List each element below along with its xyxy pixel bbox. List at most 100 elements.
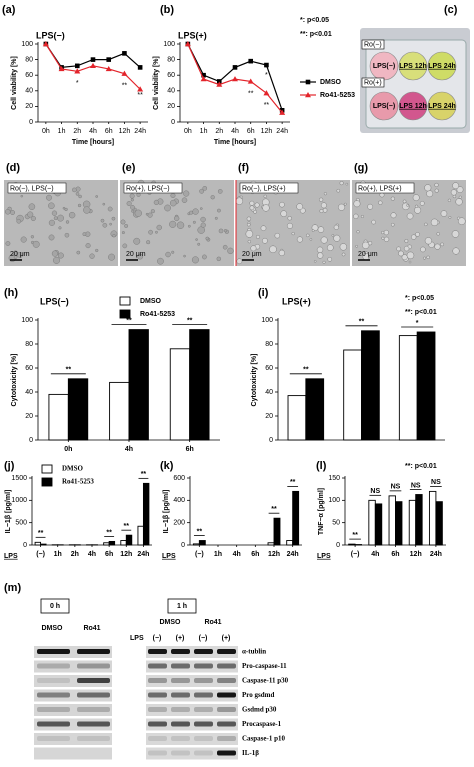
label-box (355, 182, 415, 194)
bar (128, 329, 149, 441)
cell (451, 230, 460, 238)
cell (339, 243, 347, 251)
bar (273, 517, 281, 546)
cell (381, 236, 385, 240)
cell (280, 210, 288, 217)
cell (146, 240, 151, 245)
y-tick-label: 100 (328, 497, 340, 504)
cell (313, 260, 317, 263)
lps-label: LPS (130, 635, 144, 642)
cell (415, 231, 420, 237)
band (77, 678, 110, 683)
cell (406, 203, 410, 207)
panel-label: (j) (4, 460, 15, 472)
cell (46, 194, 52, 201)
marker (216, 81, 223, 87)
group-label: Ro41 (83, 625, 100, 632)
cell (133, 207, 137, 211)
cell (426, 190, 434, 198)
bar (103, 542, 110, 546)
marker (279, 109, 286, 115)
cell (62, 206, 66, 210)
cell (192, 220, 196, 224)
y-tick-label: 0 (269, 437, 273, 444)
cell (153, 199, 159, 206)
x-axis-label: Time [hours] (214, 139, 256, 146)
y-tick-label: 100 (163, 41, 175, 48)
chart-title: LPS(+) (178, 30, 207, 40)
well-label: LPS(−) (373, 63, 395, 70)
band (37, 736, 70, 741)
p-value-note: *: p<0.05 (300, 17, 329, 24)
y-tick-label: 0 (23, 542, 27, 549)
band (171, 721, 190, 727)
cell (64, 207, 68, 212)
cell (247, 221, 251, 224)
cell (133, 237, 141, 245)
marker (216, 79, 222, 84)
cell (247, 239, 251, 244)
y-tick-label: 0 (29, 119, 33, 126)
significance: ** (248, 90, 254, 97)
y-tick-label: 80 (25, 341, 33, 348)
cell (403, 245, 410, 252)
marker (305, 79, 311, 85)
p-value-note: **: p<0.01 (405, 309, 437, 316)
x-tick-label: 24h (137, 551, 149, 558)
y-tick-label: 40 (265, 389, 273, 396)
y-tick-label: 80 (265, 341, 273, 348)
cell (169, 199, 177, 207)
cell (111, 216, 116, 221)
cell (201, 254, 207, 260)
cell (156, 224, 162, 231)
blot-strip (146, 646, 238, 658)
cell (78, 194, 82, 199)
cell (341, 252, 346, 257)
bar (343, 349, 362, 441)
y-tick-label: 40 (25, 88, 33, 95)
band (77, 663, 110, 669)
cell (390, 222, 395, 227)
cell (317, 226, 325, 233)
band (194, 649, 213, 654)
cell (72, 187, 77, 193)
cell (278, 249, 285, 257)
cell (309, 238, 313, 241)
cell (411, 234, 417, 240)
cell (420, 246, 426, 253)
cell (390, 196, 395, 201)
band (37, 721, 70, 727)
cell (396, 246, 401, 252)
legend-swatch (41, 477, 53, 487)
cell (345, 182, 349, 186)
bar (137, 525, 144, 546)
bar (395, 501, 403, 546)
cell (148, 229, 153, 235)
cell (408, 260, 412, 264)
band (194, 692, 213, 698)
cell (27, 211, 34, 218)
bar (142, 482, 150, 546)
lps-state: (−) (199, 635, 208, 642)
band (217, 649, 236, 654)
y-tick-label: 20 (167, 103, 175, 110)
cell (253, 209, 257, 214)
p-value-note: *: p<0.05 (405, 295, 434, 302)
marker (74, 68, 81, 74)
significance: ** (264, 102, 270, 109)
x-tick-label: 12h (268, 551, 280, 558)
row-label: α-tublin (242, 648, 266, 656)
cell (109, 222, 112, 226)
panel-label: (f) (238, 162, 249, 174)
bar (398, 335, 418, 441)
band (77, 692, 110, 698)
cell (255, 234, 260, 239)
band (148, 721, 167, 727)
marker (248, 58, 254, 64)
cell (164, 204, 171, 212)
cell (112, 234, 116, 238)
marker (264, 62, 269, 68)
cell (381, 230, 385, 235)
band (148, 678, 167, 683)
cell (337, 203, 346, 211)
